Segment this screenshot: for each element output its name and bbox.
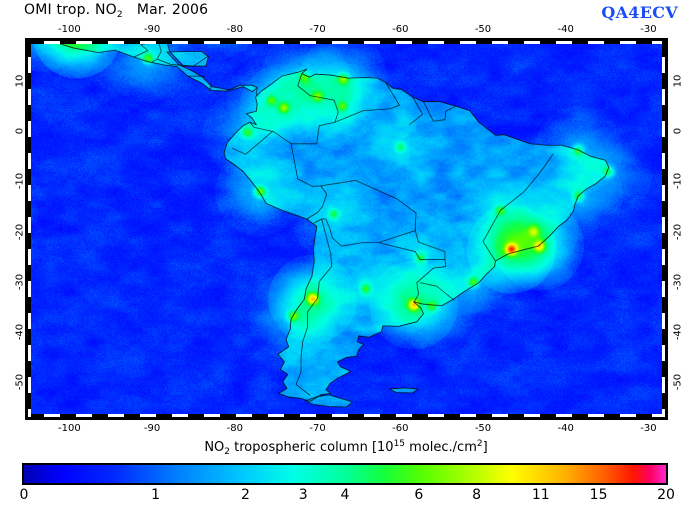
colorbar-tick-label: 6 [414,487,424,503]
axis-frame-bottom [28,414,665,417]
colorbar-tick-label: 8 [472,487,482,503]
figure-title: OMI trop. NO2 Mar. 2006 [24,2,209,20]
y-tick-label: -20 [672,223,684,240]
x-tick-label: -70 [309,24,326,35]
title-species: OMI trop. NO [24,2,117,18]
y-tick-label: -40 [672,323,684,340]
y-tick-label: -40 [14,323,26,340]
colorbar-tick-label: 1 [151,487,161,503]
x-tick-label: -30 [640,423,657,434]
y-tick-label: -30 [14,273,26,290]
y-tick-label: -20 [14,223,26,240]
y-tick-label: -30 [672,273,684,290]
colorbar-tick-label: 15 [589,487,608,503]
x-tick-label: -30 [640,24,657,35]
x-tick-label: -50 [474,423,492,434]
title-subscript: 2 [116,10,123,20]
axis-frame-left [28,41,31,417]
no2-heatmap-canvas[interactable] [28,41,665,417]
x-tick-label: -90 [143,24,161,35]
title-date: Mar. 2006 [136,2,209,18]
x-tick-label: -90 [143,423,161,434]
colorbar-tick-label: 2 [241,487,250,503]
colorbar-tick-label: 3 [298,487,308,503]
x-tick-label: -40 [557,423,574,434]
map-plot-area[interactable] [25,38,668,420]
x-tick-label: -80 [226,423,243,434]
y-tick-label: 0 [14,128,26,135]
x-tick-label: -100 [58,24,81,35]
y-tick-label: 0 [672,128,684,135]
y-tick-label: 10 [672,74,684,88]
axis-frame-right [662,41,665,417]
x-tick-label: -50 [474,24,492,35]
colorbar-tick-label: 11 [531,487,550,503]
qa4ecv-logo: QA4ECV [601,3,678,22]
x-tick-label: -60 [392,423,409,434]
colorbar-gradient [24,465,666,483]
colorbar-tick-label: 4 [340,487,350,503]
y-tick-label: -10 [14,173,26,190]
x-tick-label: -80 [226,24,243,35]
x-tick-label: -70 [309,423,326,434]
y-tick-label: -50 [14,373,26,391]
x-tick-label: -100 [58,423,81,434]
x-tick-label: -40 [557,24,574,35]
axis-frame-top [28,41,665,44]
colorbar[interactable] [22,463,668,485]
colorbar-tick-label: 20 [657,487,675,503]
y-tick-label: 10 [14,74,26,88]
y-tick-label: -50 [672,373,684,391]
colorbar-title: NO2 tropospheric column [1015 molec./cm2… [204,439,488,457]
y-tick-label: -10 [672,173,684,190]
x-tick-label: -60 [392,24,409,35]
colorbar-tick-label: 0 [19,487,29,503]
